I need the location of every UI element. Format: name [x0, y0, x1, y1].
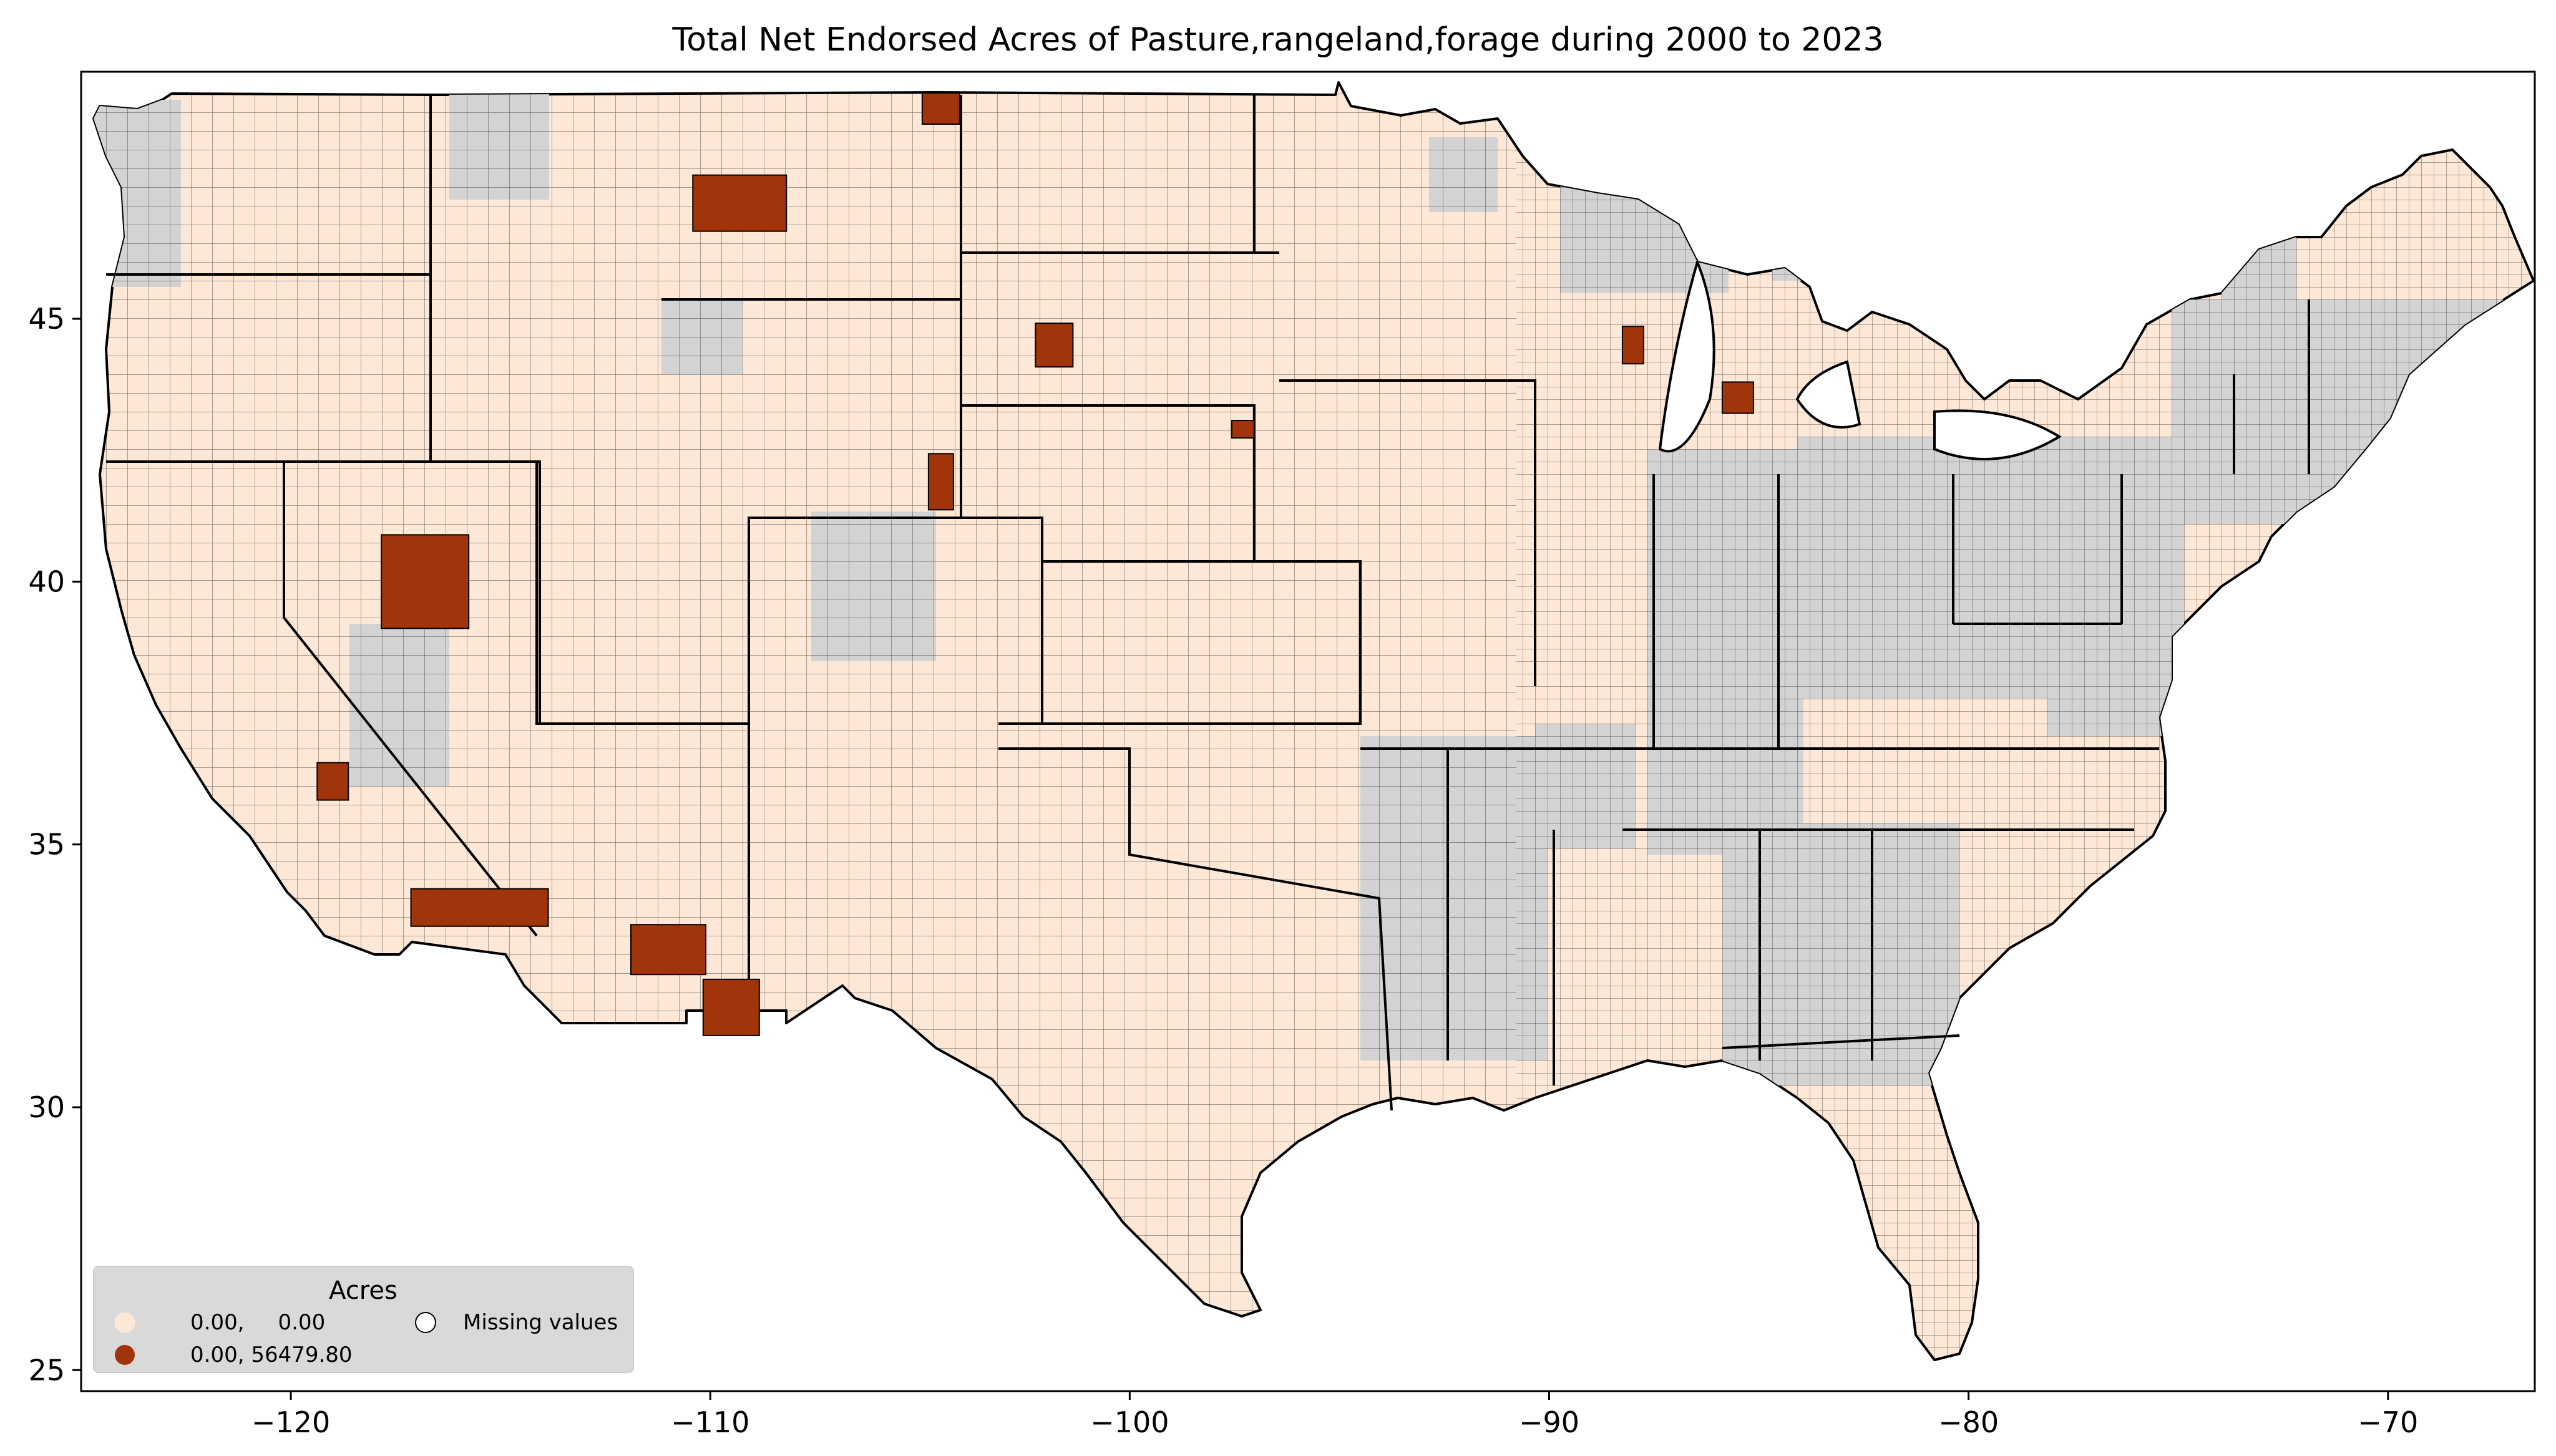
legend-swatch-positive — [115, 1345, 135, 1365]
highlighted-county — [692, 174, 788, 232]
highlighted-county — [630, 924, 706, 976]
highlighted-county — [1231, 419, 1255, 439]
legend: Acres 0.00, 0.00 0.00, 56479.80 Missing … — [93, 1266, 634, 1373]
y-tick-label: 40 — [28, 565, 65, 598]
map-title: Total Net Endorsed Acres of Pasture,rang… — [672, 21, 1884, 59]
legend-swatch-missing — [415, 1312, 436, 1333]
highlighted-county — [927, 453, 954, 511]
highlighted-county — [381, 534, 470, 629]
highlighted-county — [1035, 323, 1074, 368]
x-tick-label: −110 — [671, 1405, 749, 1439]
highlighted-county — [1721, 381, 1754, 414]
x-tick-label: −70 — [2358, 1405, 2418, 1439]
x-tick-label: −90 — [1519, 1405, 1579, 1439]
highlighted-county — [921, 92, 960, 125]
y-tick-label: 30 — [28, 1090, 65, 1124]
axes: −120 −110 −100 −90 −80 −70 25 30 35 40 45 — [28, 302, 2418, 1439]
x-tick-label: −80 — [1938, 1405, 1999, 1439]
highlighted-county — [316, 762, 349, 801]
legend-title: Acres — [329, 1276, 398, 1305]
great-lakes — [1658, 258, 2062, 460]
y-tick-label: 45 — [28, 302, 65, 336]
x-tick-label: −100 — [1090, 1405, 1169, 1439]
legend-label-missing: Missing values — [463, 1310, 618, 1335]
y-tick-label: 25 — [28, 1353, 65, 1387]
legend-box — [93, 1266, 634, 1373]
highlighted-county — [410, 888, 549, 927]
state-borders — [106, 95, 2310, 1111]
x-tick-label: −120 — [251, 1405, 330, 1439]
highlighted-county — [1621, 326, 1644, 365]
highlighted-counties — [316, 92, 1754, 1036]
legend-label-positive: 0.00, 56479.80 — [190, 1342, 353, 1367]
highlighted-county — [702, 978, 760, 1036]
y-tick-label: 35 — [28, 828, 65, 861]
legend-swatch-zero — [114, 1312, 135, 1333]
legend-label-zero: 0.00, 0.00 — [190, 1310, 325, 1335]
